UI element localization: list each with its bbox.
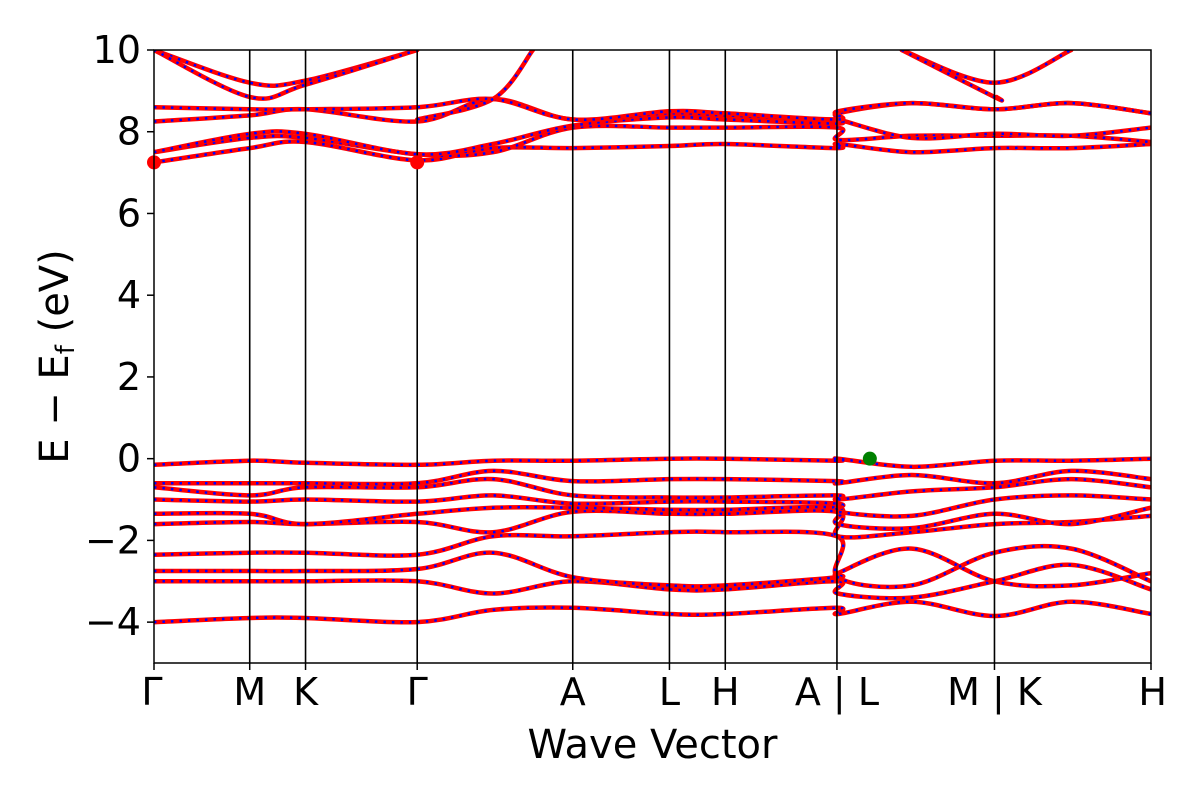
band-line-overlay-14 [154, 97, 1151, 122]
x-tick-label: Γ [407, 670, 428, 714]
band-line-overlay-2 [154, 547, 1151, 588]
x-tick-label: A | L [795, 670, 879, 715]
x-tick-label: K [293, 670, 319, 714]
band-line-7 [154, 476, 1151, 502]
band-line-10 [154, 139, 1151, 165]
y-tick-label: −4 [85, 600, 141, 644]
x-tick-label: M [233, 670, 266, 714]
x-tick-label: H [711, 670, 740, 714]
y-axis-title-subscript: f [51, 344, 81, 354]
high-symmetry-lines [248, 50, 996, 663]
band-line-overlay-10 [154, 140, 1151, 164]
x-tick-label: H [1138, 670, 1167, 714]
y-axis-title-main: E − E [32, 354, 78, 464]
y-tick-label: 6 [117, 191, 141, 235]
band-line-overlay-17 [416, 50, 534, 121]
band-line-3 [154, 529, 1151, 590]
band-line-6 [154, 493, 1151, 519]
bands-layer [154, 50, 1151, 625]
band-extremum-marker-2 [862, 451, 877, 466]
y-tick-label: 4 [117, 273, 141, 317]
y-tick-label: 0 [117, 437, 141, 481]
band-line-overlay-5 [154, 505, 1151, 530]
band-line-9 [154, 456, 1151, 470]
band-line-15 [154, 50, 420, 88]
x-tick-label: L [659, 670, 680, 714]
x-tick-label: M | K [947, 670, 1043, 715]
y-tick-label: 2 [117, 355, 141, 399]
band-line-18 [899, 50, 1074, 85]
band-line-17 [414, 50, 536, 122]
band-line-19 [899, 50, 1005, 103]
y-axis: −4 −2 0 2 4 6 8 10 [85, 28, 154, 644]
x-tick-label: Γ [141, 670, 162, 714]
y-tick-label: −2 [85, 518, 141, 562]
band-extremum-marker-1 [410, 155, 425, 170]
y-tick-label: 8 [117, 110, 141, 154]
plot-frame [153, 49, 1152, 664]
band-line-overlay-1 [154, 563, 1151, 600]
x-tick-label: A [560, 670, 586, 714]
y-tick-label: 10 [93, 28, 141, 72]
y-axis-title: E − Ef (eV) [32, 249, 81, 464]
y-axis-title-unit: (eV) [32, 249, 78, 345]
band-line-overlay-15 [154, 50, 418, 87]
band-line-8 [154, 468, 1151, 487]
band-line-overlay-12 [154, 115, 1151, 156]
band-line-16 [154, 50, 420, 101]
band-line-overlay-18 [901, 50, 1072, 84]
band-line-overlay-16 [154, 50, 418, 100]
band-line-0 [154, 599, 1151, 625]
markers-layer [147, 155, 877, 466]
x-axis-title: Wave Vector [528, 722, 779, 768]
